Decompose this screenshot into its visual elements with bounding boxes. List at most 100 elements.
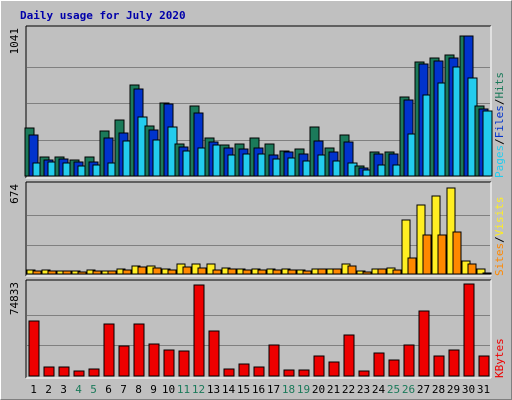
x-tick-label-day-5: 5 <box>90 383 97 396</box>
x-tick-label-day-11: 11 <box>177 383 190 396</box>
x-tick-label-day-13: 13 <box>207 383 220 396</box>
bar-sites-day-30 <box>467 263 477 275</box>
bar-kbytes-day-12 <box>193 284 205 377</box>
bar-sites-day-27 <box>422 234 432 275</box>
bar-kbytes-day-6 <box>103 323 115 377</box>
bar-kbytes-day-28 <box>433 355 445 377</box>
x-tick-label-day-26: 26 <box>402 383 415 396</box>
bar-kbytes-day-30 <box>463 283 475 377</box>
bar-sites-day-15 <box>242 269 252 275</box>
bar-sites-day-14 <box>227 268 237 275</box>
bar-kbytes-day-11 <box>178 350 190 377</box>
bar-kbytes-day-19 <box>298 369 310 377</box>
bar-kbytes-day-21 <box>328 361 340 377</box>
x-tick-label-day-6: 6 <box>105 383 112 396</box>
x-tick-label-day-8: 8 <box>135 383 142 396</box>
bar-visits-day-13 <box>206 263 216 275</box>
legend-hits-files-pages: Pages/Files/Hits <box>493 72 506 178</box>
legend-entry: Files <box>493 105 506 138</box>
x-tick-label-day-27: 27 <box>417 383 430 396</box>
chart-title: Daily usage for July 2020 <box>20 9 186 22</box>
x-tick-label-day-21: 21 <box>327 383 340 396</box>
bar-visits-day-26 <box>401 219 411 275</box>
x-tick-label-day-28: 28 <box>432 383 445 396</box>
bar-sites-day-1 <box>32 270 42 275</box>
x-tick-label-day-29: 29 <box>447 383 460 396</box>
bar-sites-day-28 <box>437 234 447 275</box>
bar-sites-day-16 <box>257 269 267 275</box>
x-tick-label-day-17: 17 <box>267 383 280 396</box>
bar-sites-day-23 <box>362 271 372 275</box>
bar-kbytes-day-23 <box>358 370 370 377</box>
legend-entry: Sites <box>493 243 506 276</box>
legend-visits-sites: Sites/Visits <box>493 197 506 277</box>
bar-sites-day-8 <box>137 266 147 275</box>
bar-sites-day-10 <box>167 269 177 275</box>
x-tick-label-day-24: 24 <box>372 383 386 396</box>
bar-kbytes-day-22 <box>343 334 355 377</box>
bar-sites-day-17 <box>272 269 282 275</box>
bar-kbytes-day-9 <box>148 343 160 377</box>
bar-kbytes-day-1 <box>28 320 40 377</box>
y-max-label: 1041 <box>8 28 21 55</box>
y-max-label: 674 <box>8 184 21 204</box>
x-tick-label-day-30: 30 <box>462 383 475 396</box>
bar-kbytes-day-15 <box>238 363 250 377</box>
bar-sites-day-21 <box>332 268 342 275</box>
bar-sites-day-22 <box>347 265 357 275</box>
legend-entry: / <box>493 99 506 106</box>
bar-sites-day-24 <box>377 268 387 275</box>
bar-kbytes-day-5 <box>88 368 100 377</box>
x-tick-label-day-14: 14 <box>222 383 236 396</box>
bar-visits-day-29 <box>446 187 456 275</box>
x-tick-label-day-19: 19 <box>297 383 310 396</box>
bar-kbytes-day-16 <box>253 366 265 377</box>
bar-sites-day-2 <box>47 270 57 275</box>
x-tick-label-day-2: 2 <box>45 383 52 396</box>
bar-kbytes-day-26 <box>403 344 415 377</box>
x-tick-label-day-9: 9 <box>150 383 157 396</box>
legend-entry: / <box>493 236 506 243</box>
bar-sites-day-7 <box>122 269 132 275</box>
x-tick-label-day-20: 20 <box>312 383 325 396</box>
x-tick-label-day-1: 1 <box>30 383 37 396</box>
legend-entry: Hits <box>493 72 506 99</box>
legend-entry: Pages <box>493 145 506 178</box>
x-tick-label-day-3: 3 <box>60 383 67 396</box>
legend-entry: / <box>493 138 506 145</box>
x-tick-label-day-12: 12 <box>192 383 205 396</box>
bar-sites-day-11 <box>182 266 192 275</box>
bar-kbytes-day-4 <box>73 370 85 377</box>
x-tick-label-day-16: 16 <box>252 383 265 396</box>
bar-sites-day-20 <box>317 268 327 275</box>
x-tick-label-day-4: 4 <box>75 383 82 396</box>
x-tick-label-day-23: 23 <box>357 383 370 396</box>
legend-entry: KBytes <box>493 338 506 378</box>
bar-kbytes-day-24 <box>373 352 385 377</box>
bar-kbytes-day-17 <box>268 344 280 377</box>
legend-kbytes: KBytes <box>493 338 506 378</box>
bar-kbytes-day-10 <box>163 349 175 377</box>
bar-sites-day-26 <box>407 257 417 275</box>
x-tick-label-day-10: 10 <box>162 383 175 396</box>
x-tick-label-day-22: 22 <box>342 383 355 396</box>
x-tick-label-day-18: 18 <box>282 383 295 396</box>
bar-sites-day-18 <box>287 269 297 275</box>
bar-kbytes-day-20 <box>313 355 325 377</box>
bar-kbytes-day-25 <box>388 359 400 377</box>
bar-kbytes-day-8 <box>133 323 145 377</box>
bar-kbytes-day-13 <box>208 330 220 377</box>
bar-sites-day-13 <box>212 269 222 275</box>
bar-pages-day-31 <box>482 110 493 177</box>
x-tick-label-day-15: 15 <box>237 383 250 396</box>
bar-sites-day-3 <box>62 270 72 275</box>
bar-sites-day-5 <box>92 270 102 275</box>
bar-kbytes-day-31 <box>478 355 490 377</box>
bar-sites-day-6 <box>107 270 117 275</box>
bar-kbytes-day-2 <box>43 366 55 377</box>
y-max-label: 74833 <box>8 282 21 315</box>
bar-kbytes-day-14 <box>223 368 235 377</box>
x-tick-label-day-7: 7 <box>120 383 127 396</box>
bar-sites-day-29 <box>452 231 462 275</box>
